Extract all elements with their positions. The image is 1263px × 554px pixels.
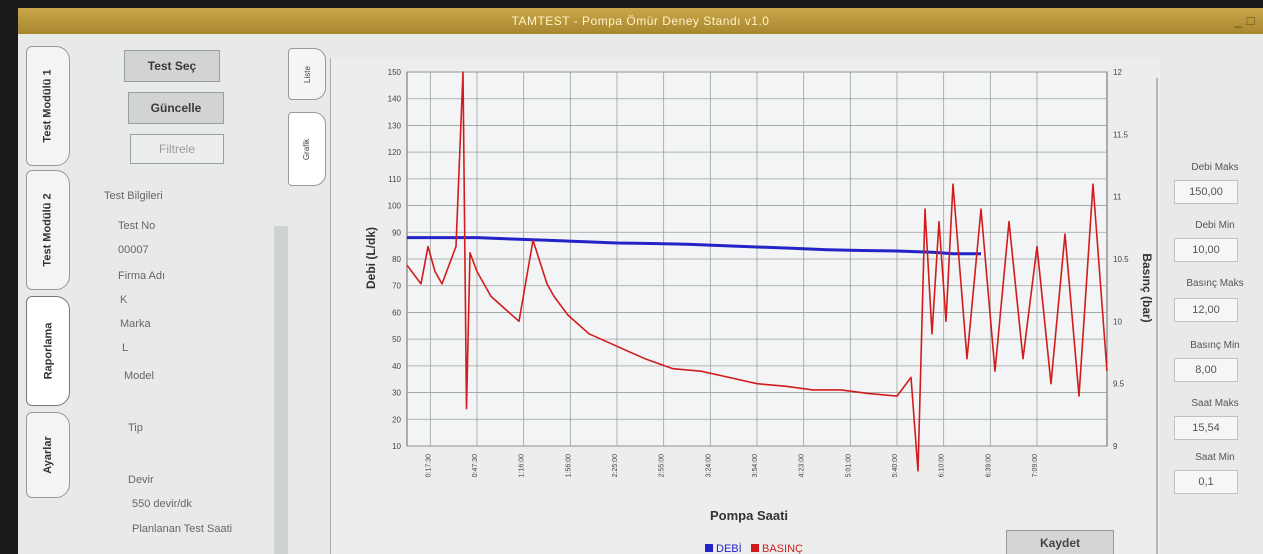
series-line-debi [407, 236, 981, 256]
x-tick-label: 0:17:30 [425, 454, 432, 477]
y-tick-label: 10 [392, 442, 401, 451]
title-bar: TAMTEST - Pompa Ömür Deney Standı v1.0 _… [18, 8, 1263, 34]
basinc-maks-field[interactable]: 12,00 [1174, 298, 1238, 322]
y-axis-label: Debi (L/dk) [364, 227, 378, 289]
window-controls[interactable]: _ □ [1234, 13, 1255, 28]
app-window: TAMTEST - Pompa Ömür Deney Standı v1.0 _… [18, 8, 1263, 554]
y2-tick-label: 10 [1113, 317, 1122, 326]
basinc-min-field[interactable]: 8,00 [1174, 358, 1238, 382]
kaydet-button[interactable]: Kaydet [1006, 530, 1114, 554]
tab-ayarlar[interactable]: Ayarlar [26, 412, 70, 498]
x-tick-label: 0:47:30 [472, 454, 479, 477]
x-tick-label: 3:54:00 [752, 454, 759, 477]
field-label: Tip [128, 422, 143, 434]
y-tick-label: 120 [388, 148, 402, 157]
field-label: Test No [118, 220, 156, 232]
y-tick-label: 60 [392, 308, 401, 317]
x-tick-label: 5:01:00 [845, 454, 852, 477]
field-label: Firma Adı [118, 270, 166, 282]
x-tick-label: 2:55:00 [659, 454, 666, 477]
y2-tick-label: 9 [1113, 442, 1118, 451]
tab-liste[interactable]: Liste [288, 48, 326, 100]
saat-min-field[interactable]: 0,1 [1174, 470, 1238, 494]
tab-test-modulu-1[interactable]: Test Modülü 1 [26, 46, 70, 166]
x-tick-label: 7:09:00 [1032, 454, 1039, 477]
line-chart: 10 20 30 40 50 60 70 80 90 100 110 120 130 140 150 9 9.5… [364, 68, 1154, 554]
y-tick-label: 70 [392, 282, 401, 291]
left-panel: Test Seç Güncelle Filtrele Test Bilgiler… [80, 36, 342, 554]
legend: DEBİ BASINÇ [705, 542, 803, 554]
x-tick-label: 5:40:00 [892, 454, 899, 477]
basinc-maks-label: Basınç Maks [1186, 278, 1244, 289]
tab-test-modulu-2[interactable]: Test Modülü 2 [26, 170, 70, 290]
test-sec-button[interactable]: Test Seç [124, 50, 220, 82]
filtrele-button[interactable]: Filtrele [130, 134, 224, 164]
x-tick-label: 3:24:00 [705, 454, 712, 477]
saat-min-label: Saat Min [1195, 452, 1235, 463]
x-tick-label: 2:25:00 [612, 454, 619, 477]
field-value: 00007 [118, 244, 149, 256]
side-tab-strip: Test Modülü 1 Test Modülü 2 Raporlama Ay… [18, 20, 74, 540]
legend-label-basinc: BASINÇ [762, 543, 803, 554]
y2-tick-label: 11.5 [1113, 130, 1129, 139]
y-tick-label: 20 [392, 415, 401, 424]
saat-maks-label: Saat Maks [1191, 398, 1239, 409]
y-tick-label: 140 [388, 95, 402, 104]
y-tick-label: 50 [392, 335, 401, 344]
x-tick-label: 1:16:00 [519, 454, 526, 477]
saat-maks-field[interactable]: 15,54 [1174, 416, 1238, 440]
y2-tick-label: 9.5 [1113, 380, 1125, 389]
y-tick-label: 40 [392, 362, 401, 371]
y2-axis-label: Basınç (bar) [1140, 253, 1154, 322]
y-tick-label: 100 [388, 202, 402, 211]
right-panel: Debi Maks 150,00 Debi Min 10,00 Basınç M… [1156, 78, 1263, 554]
section-title: Test Bilgileri [104, 190, 163, 202]
field-label: Model [124, 370, 154, 382]
debi-maks-field[interactable]: 150,00 [1174, 180, 1238, 204]
guncelle-button[interactable]: Güncelle [128, 92, 224, 124]
y-tick-label: 130 [388, 121, 402, 130]
tab-grafik[interactable]: Grafik [288, 112, 326, 186]
basinc-min-label: Basınç Min [1190, 340, 1240, 351]
debi-min-label: Debi Min [1195, 220, 1235, 231]
debi-maks-label: Debi Maks [1191, 162, 1239, 173]
legend-label-debi: DEBİ [716, 542, 742, 554]
y2-tick-label: 10.5 [1113, 255, 1129, 264]
x-tick-label: 1:56:00 [565, 454, 572, 477]
tab-raporlama[interactable]: Raporlama [26, 296, 70, 406]
field-value: K [120, 294, 128, 306]
chart-area: 10 20 30 40 50 60 70 80 90 100 110 120 130 140 150 9 9.5… [330, 58, 1160, 554]
window-title: TAMTEST - Pompa Ömür Deney Standı v1.0 [511, 14, 770, 28]
field-value: L [122, 342, 129, 354]
debi-min-field[interactable]: 10,00 [1174, 238, 1238, 262]
field-value: 550 devir/dk [132, 498, 192, 510]
x-tick-label: 6:10:00 [939, 454, 946, 477]
y-tick-label: 30 [392, 389, 401, 398]
y-tick-label: 150 [388, 68, 402, 77]
legend-swatch-basinc [751, 544, 759, 552]
x-tick-label: 6:39:00 [985, 454, 992, 477]
view-tabs: Liste Grafik [288, 48, 332, 198]
field-label: Devir [128, 474, 154, 486]
y2-tick-label: 12 [1113, 68, 1122, 77]
y-tick-label: 110 [388, 175, 401, 184]
field-label: Marka [120, 318, 151, 330]
series-line-basinc [406, 71, 1108, 472]
legend-swatch-debi [705, 544, 713, 552]
y-tick-label: 80 [392, 255, 401, 264]
x-axis-label: Pompa Saati [710, 508, 788, 523]
y-tick-label: 90 [392, 228, 401, 237]
x-tick-label: 4:23:00 [799, 454, 806, 477]
y2-tick-label: 11 [1113, 193, 1122, 202]
scrollbar[interactable] [274, 226, 288, 554]
field-label: Planlanan Test Saati [132, 523, 233, 535]
